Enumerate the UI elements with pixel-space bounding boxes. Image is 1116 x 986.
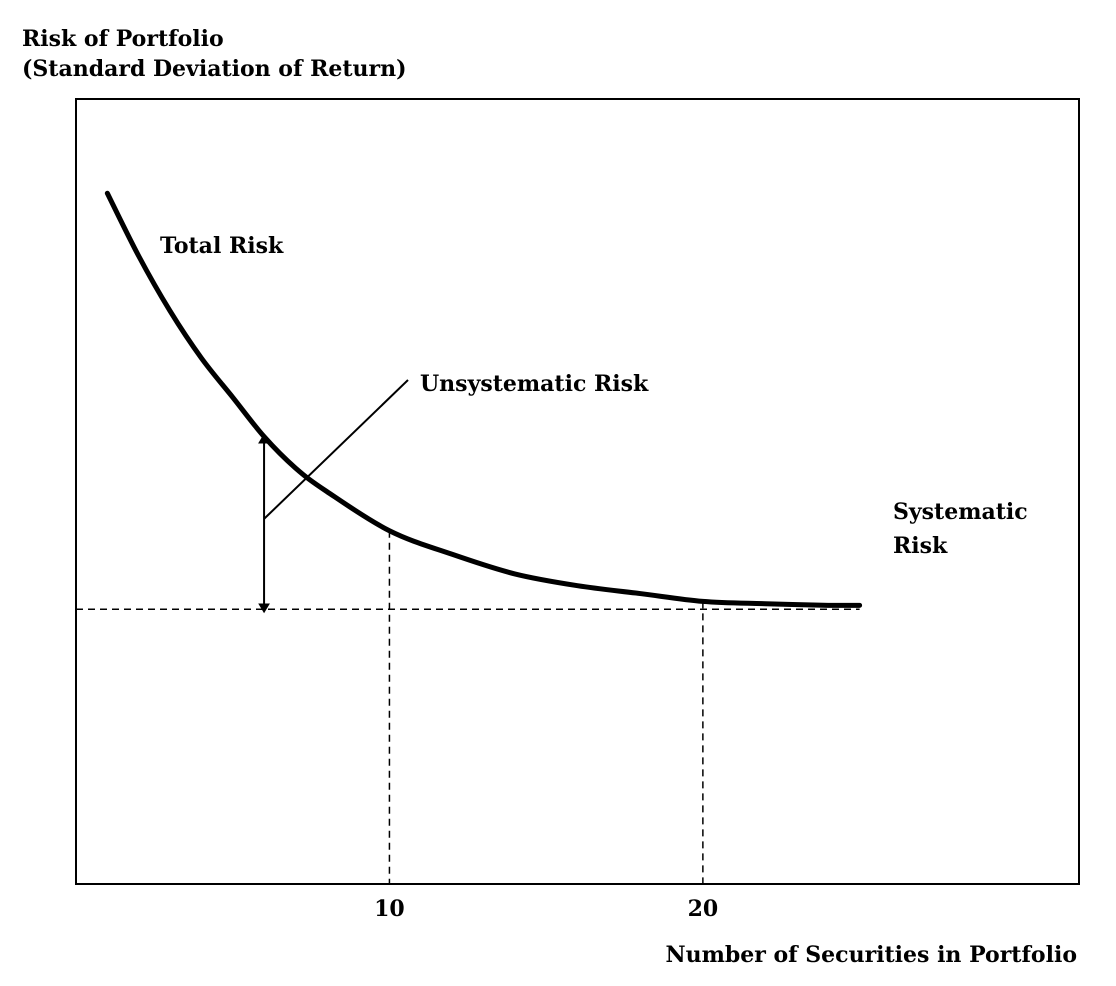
x-tick-label: 10 xyxy=(374,896,405,922)
systematic-risk-annotation-line2: Risk xyxy=(893,533,948,559)
x-axis-label: Number of Securities in Portfolio xyxy=(665,942,1077,968)
series-group xyxy=(104,190,863,608)
total-risk-curve xyxy=(104,190,863,608)
unsystematic-risk-annotation: Unsystematic Risk xyxy=(420,371,649,397)
guide-lines-group xyxy=(76,530,860,884)
plot-area-frame xyxy=(75,98,1080,885)
total-risk-annotation: Total Risk xyxy=(160,233,284,259)
y-axis-label-line2: (Standard Deviation of Return) xyxy=(22,56,407,82)
x-tick-labels-group: 10 20 xyxy=(374,896,718,922)
unsystematic-risk-leader-line xyxy=(263,379,409,520)
systematic-risk-annotation-line1: Systematic xyxy=(893,499,1028,525)
x-tick-label: 20 xyxy=(688,896,719,922)
y-axis-label-line1: Risk of Portfolio xyxy=(22,26,224,52)
